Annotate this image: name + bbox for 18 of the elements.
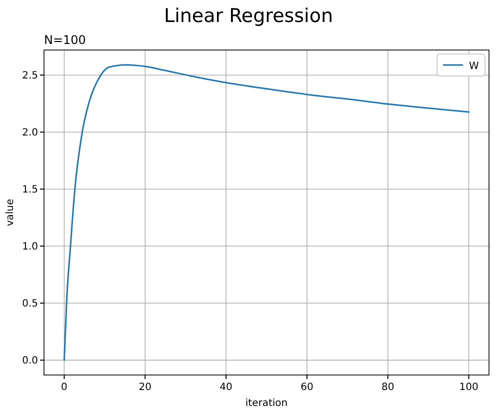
y-axis-title: value xyxy=(5,198,16,226)
y-tick-label: 1.0 xyxy=(22,242,38,253)
x-tick-label: 60 xyxy=(300,382,314,393)
y-tick-label: 1.5 xyxy=(22,184,38,196)
x-tick-label: 100 xyxy=(459,382,478,393)
x-tick-label: 80 xyxy=(381,382,394,393)
y-tick-label: 0.0 xyxy=(22,356,38,367)
x-tick-label: 40 xyxy=(220,382,232,393)
y-tick-label: 0.5 xyxy=(22,298,38,310)
x-tick-label: 20 xyxy=(138,382,152,393)
x-tick-label: 0 xyxy=(61,382,68,393)
chart-subtitle: N=100 xyxy=(44,33,86,47)
y-tick-label: 2.0 xyxy=(22,128,38,139)
chart-title: Linear Regression xyxy=(164,5,334,27)
y-tick-label: 2.5 xyxy=(22,70,38,82)
line-series xyxy=(63,64,470,361)
x-axis-title: iteration xyxy=(245,398,288,409)
legend-label: W xyxy=(469,61,479,72)
